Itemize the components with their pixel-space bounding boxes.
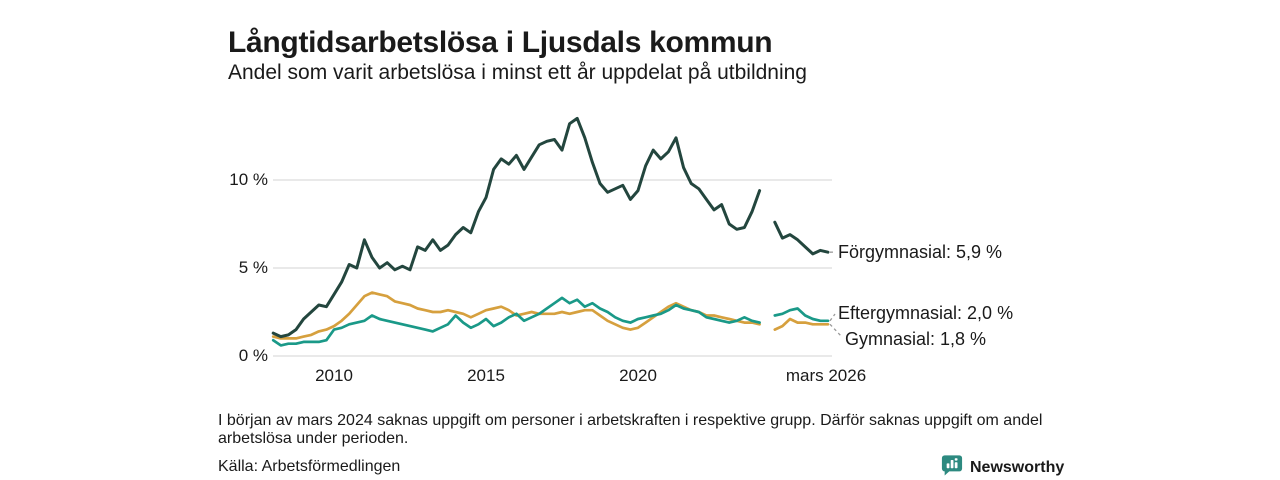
newsworthy-icon — [941, 454, 963, 480]
y-axis-tick-5pct: 5 % — [238, 258, 268, 277]
brand-logo: Newsworthy — [941, 454, 1064, 480]
chart-subtitle: Andel som varit arbetslösa i minst ett å… — [228, 61, 807, 84]
y-axis-tick-10pct: 10 % — [229, 170, 268, 189]
source-line: Källa: Arbetsförmedlingen — [218, 458, 401, 475]
data-lines — [271, 116, 830, 347]
series-label-eftergymnasial: Eftergymnasial: 2,0 % — [838, 303, 1014, 323]
footnote: I början av mars 2024 saknas uppgift om … — [218, 412, 1043, 447]
series-label-gymnasial: Gymnasial: 1,8 % — [845, 329, 987, 349]
brand-name: Newsworthy — [970, 458, 1065, 476]
x-axis-tick-mars-2026: mars 2026 — [785, 366, 867, 385]
page-title: Långtidsarbetslösa i Ljusdals kommun — [228, 26, 773, 60]
gridlines — [273, 179, 832, 357]
x-axis-tick-2015: 2015 — [467, 366, 505, 385]
series-label-forgymnasial: Förgymnasial: 5,9 % — [838, 242, 1003, 262]
x-axis-tick-2020: 2020 — [619, 366, 657, 385]
x-axis-tick-2010: 2010 — [315, 366, 353, 385]
label-leader-lines — [829, 251, 843, 338]
y-axis-tick-0pct: 0 % — [238, 346, 268, 365]
